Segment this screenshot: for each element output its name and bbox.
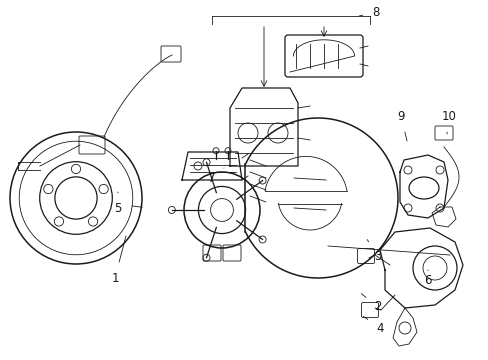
Text: 5: 5 — [114, 192, 122, 216]
Text: 2: 2 — [361, 294, 381, 314]
Text: 1: 1 — [111, 236, 126, 284]
Text: 7: 7 — [208, 168, 224, 184]
Text: 8: 8 — [358, 5, 379, 18]
Text: 3: 3 — [366, 239, 381, 264]
Text: 6: 6 — [424, 270, 431, 287]
Text: 10: 10 — [441, 109, 455, 134]
Text: 4: 4 — [363, 316, 383, 334]
Text: 9: 9 — [396, 109, 406, 141]
